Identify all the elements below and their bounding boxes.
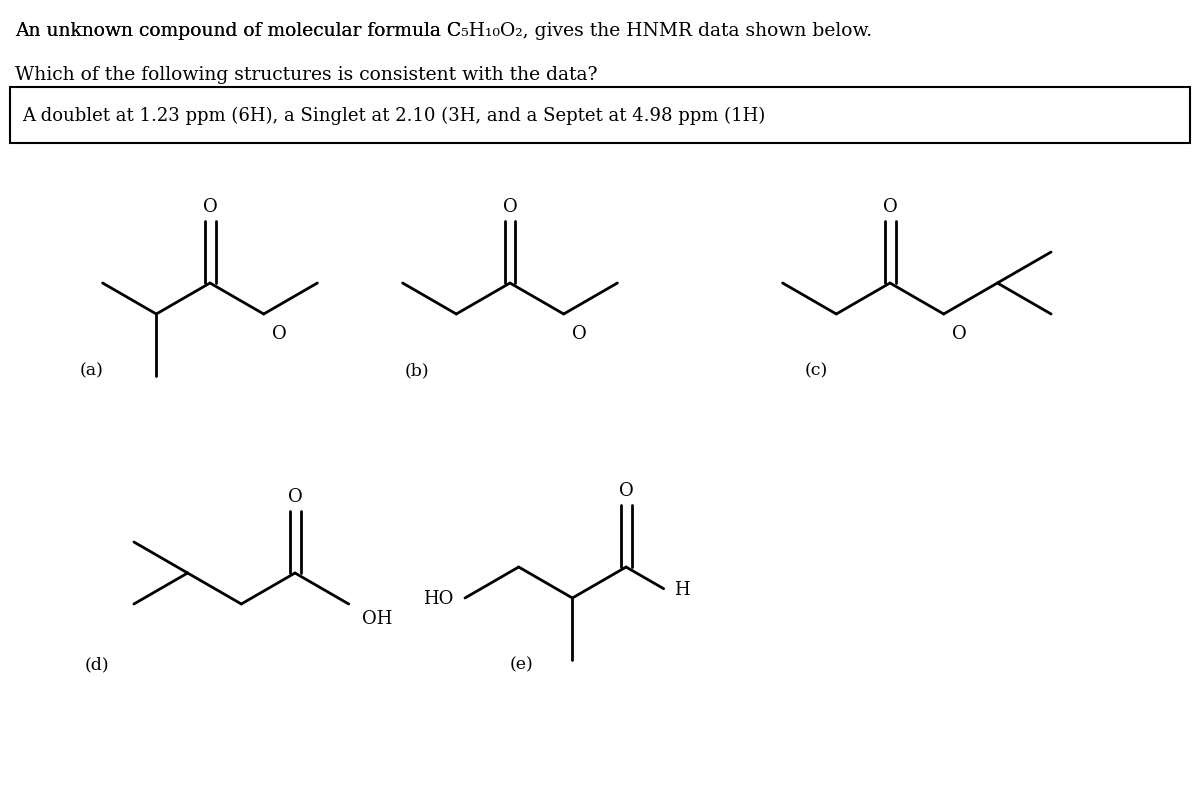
- Text: H: H: [673, 580, 689, 598]
- Text: O: O: [571, 324, 587, 343]
- Text: O: O: [952, 324, 966, 343]
- Text: An unknown compound of molecular formula C: An unknown compound of molecular formula…: [14, 22, 461, 40]
- Text: Which of the following structures is consistent with the data?: Which of the following structures is con…: [14, 66, 598, 84]
- Text: O: O: [883, 198, 898, 216]
- Text: (c): (c): [805, 361, 828, 378]
- Text: O: O: [288, 487, 302, 505]
- Text: HO: HO: [422, 589, 454, 607]
- Text: OH: OH: [361, 609, 392, 627]
- Text: O: O: [271, 324, 287, 343]
- Text: A doublet at 1.23 ppm (6H), a Singlet at 2.10 (3H, and a Septet at 4.98 ppm (1H): A doublet at 1.23 ppm (6H), a Singlet at…: [22, 107, 766, 125]
- Bar: [10, 88, 1190, 144]
- Text: (a): (a): [80, 361, 104, 378]
- Text: (e): (e): [510, 655, 534, 672]
- Text: O: O: [619, 482, 634, 499]
- Text: (b): (b): [406, 361, 430, 378]
- Text: O: O: [203, 198, 217, 216]
- Text: O: O: [503, 198, 517, 216]
- Text: (d): (d): [85, 655, 109, 672]
- Text: An unknown compound of molecular formula C₅H₁₀O₂, gives the HNMR data shown belo: An unknown compound of molecular formula…: [14, 22, 872, 40]
